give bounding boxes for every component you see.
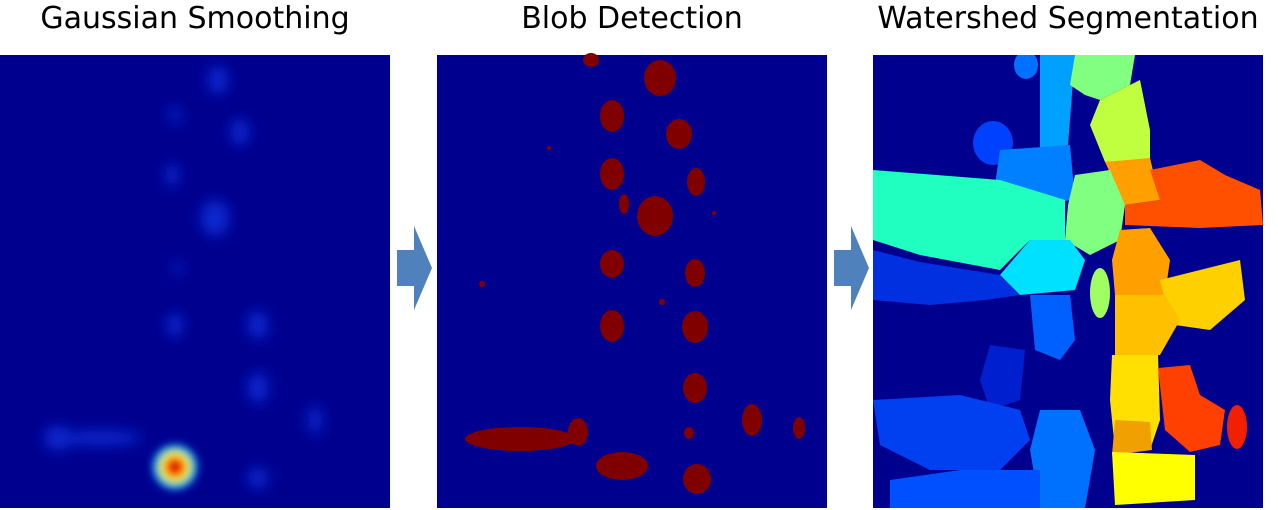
watershed-image: [873, 55, 1263, 508]
arrow: [834, 226, 869, 310]
panel-title: Blob Detection: [521, 1, 743, 36]
arrow: [397, 226, 432, 310]
panel-title: Watershed Segmentation: [877, 1, 1258, 36]
panel-title: Gaussian Smoothing: [40, 1, 349, 36]
blob-image: [437, 53, 827, 508]
smoothing-image: [0, 55, 390, 508]
